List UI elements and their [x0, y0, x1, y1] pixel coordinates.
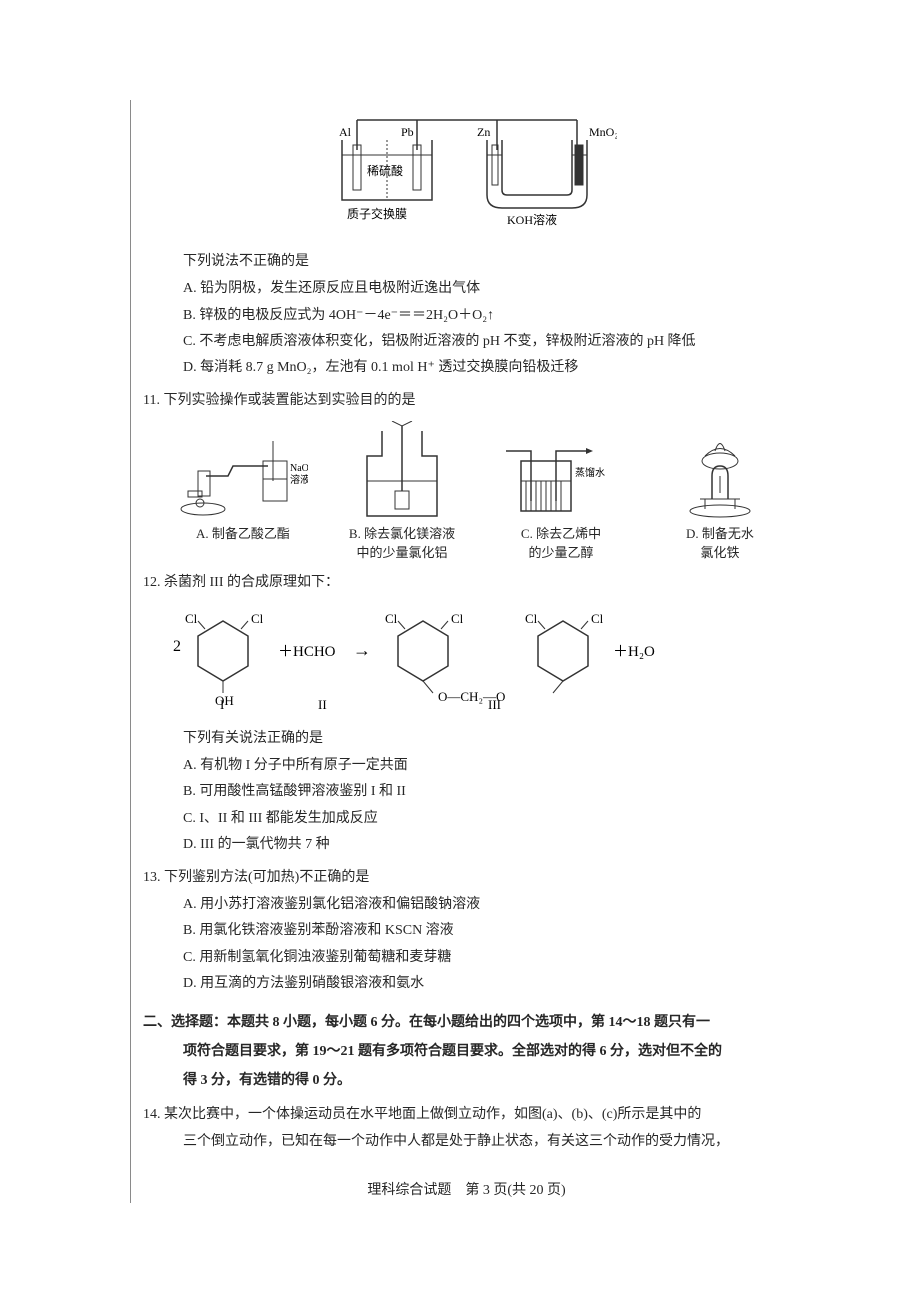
q13-opt-b: B. 用氯化铁溶液鉴别苯酚溶液和 KSCN 溶液 — [183, 918, 790, 943]
q10-opt-a: A. 铅为阴极，发生还原反应且电极附近逸出气体 — [183, 276, 790, 301]
label-membrane: 质子交换膜 — [347, 206, 407, 221]
q12-stem: 下列有关说法正确的是 — [183, 726, 790, 751]
svg-text:Cl: Cl — [251, 611, 264, 626]
section-2-line1: 二、选择题：本题共 8 小题，每小题 6 分。在每小题给出的四个选项中，第 14… — [143, 1010, 790, 1035]
svg-text:Cl: Cl — [591, 611, 604, 626]
svg-text:蒸馏水: 蒸馏水 — [575, 466, 605, 479]
svg-text:溶液: 溶液 — [290, 473, 308, 486]
svg-text:2: 2 — [173, 638, 181, 655]
svg-text:I: I — [220, 697, 224, 711]
q11-fig-c: 蒸馏水 — [501, 421, 621, 521]
q11-fig-a: NaOH 溶液 — [178, 421, 308, 521]
q11-head: 11. 下列实验操作或装置能达到实验目的的是 — [143, 388, 790, 413]
q11-cap-b1: B. 除去氯化镁溶液 — [349, 526, 455, 541]
q11-cap-c2: 的少量乙醇 — [528, 545, 593, 560]
label-koh: KOH溶液 — [507, 212, 557, 227]
q11-fig-b — [347, 421, 457, 521]
label-h2so4: 稀硫酸 — [367, 163, 403, 178]
q10-stem: 下列说法不正确的是 — [183, 249, 790, 274]
q11-fig-d — [670, 421, 770, 521]
q11-cap-d2: 氯化铁 — [700, 545, 739, 560]
q10-opt-d: D. 每消耗 8.7 g MnO₂，左池有 0.1 mol H⁺ 透过交换膜向铅… — [183, 355, 790, 380]
q12-scheme: 2 Cl Cl OH ＋HCHO → Cl Cl Cl Cl O—CH — [163, 601, 790, 720]
section-2-line2: 项符合题目要求，第 19～21 题有多项符合题目要求。全部选对的得 6 分，选对… — [183, 1039, 790, 1064]
svg-text:Cl: Cl — [451, 611, 464, 626]
svg-text:Cl: Cl — [525, 611, 538, 626]
label-zn: Zn — [477, 125, 490, 139]
q11-cap-c1: C. 除去乙烯中 — [521, 526, 601, 541]
electrochem-figure: Al Pb Zn MnO₂ 稀硫酸 质子交换膜 KOH溶液 — [317, 100, 617, 239]
svg-text:OH: OH — [215, 693, 234, 708]
q12-head: 12. 杀菌剂 III 的合成原理如下： — [143, 570, 790, 595]
svg-text:→: → — [353, 640, 371, 660]
svg-text:Cl: Cl — [185, 611, 198, 626]
svg-text:III: III — [488, 697, 501, 711]
q12-opt-d: D. III 的一氯代物共 7 种 — [183, 832, 790, 857]
label-al: Al — [339, 125, 352, 139]
q12-opt-a: A. 有机物 I 分子中所有原子一定共面 — [183, 753, 790, 778]
q13-opt-c: C. 用新制氢氧化铜浊液鉴别葡萄糖和麦芽糖 — [183, 945, 790, 970]
svg-text:II: II — [318, 697, 327, 711]
q11-cap-d1: D. 制备无水 — [686, 526, 754, 541]
q13-head: 13. 下列鉴别方法(可加热)不正确的是 — [143, 865, 790, 890]
svg-text:＋HCHO: ＋HCHO — [278, 644, 336, 660]
q10-opt-c: C. 不考虑电解质溶液体积变化，铝极附近溶液的 pH 不变，锌极附近溶液的 pH… — [183, 329, 790, 354]
svg-text:NaOH: NaOH — [290, 463, 308, 474]
q11-figures: NaOH 溶液 A. 制备乙酸乙酯 B. 除去氯化镁溶液中的少量氯化铝 — [173, 421, 790, 561]
q14-line2: 三个倒立动作，已知在每一个动作中人都是处于静止状态，有关这三个动作的受力情况， — [183, 1129, 790, 1154]
q10-opt-b: B. 锌极的电极反应式为 4OH⁻－4e⁻＝＝2H₂O＋O₂↑ — [183, 303, 790, 328]
q12-opt-c: C. I、II 和 III 都能发生加成反应 — [183, 806, 790, 831]
q13-opt-d: D. 用互滴的方法鉴别硝酸银溶液和氨水 — [183, 971, 790, 996]
label-pb: Pb — [401, 125, 414, 139]
q11-cap-a: A. 制备乙酸乙酯 — [173, 525, 313, 543]
page-footer: 理科综合试题 第 3 页(共 20 页) — [143, 1178, 790, 1203]
q14-line1: 14. 某次比赛中，一个体操运动员在水平地面上做倒立动作，如图(a)、(b)、(… — [143, 1102, 790, 1127]
q11-cap-b2: 中的少量氯化铝 — [356, 545, 447, 560]
q13-opt-a: A. 用小苏打溶液鉴别氯化铝溶液和偏铝酸钠溶液 — [183, 892, 790, 917]
label-mno2: MnO₂ — [589, 125, 617, 139]
q12-opt-b: B. 可用酸性高锰酸钾溶液鉴别 I 和 II — [183, 779, 790, 804]
svg-text:Cl: Cl — [385, 611, 398, 626]
section-2-line3: 得 3 分，有选错的得 0 分。 — [183, 1068, 790, 1093]
svg-text:＋H₂O: ＋H₂O — [613, 644, 655, 660]
